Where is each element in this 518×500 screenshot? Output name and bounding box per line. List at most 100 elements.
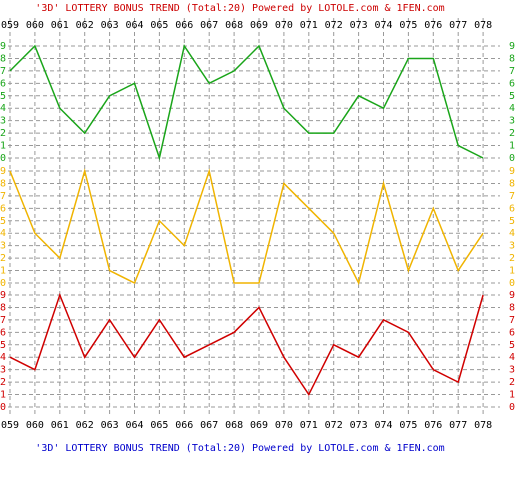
- y-tick-label: 2: [0, 377, 6, 388]
- y-tick-label-right: 3: [509, 116, 515, 127]
- y-tick-label: 0: [0, 402, 6, 413]
- line-series: [9, 292, 484, 397]
- y-tick-label-right: 4: [509, 228, 515, 239]
- y-tick-label-right: 6: [509, 327, 515, 338]
- x-tick-label: 077: [449, 20, 467, 31]
- x-tick-label: 061: [51, 420, 69, 431]
- y-tick-label: 1: [0, 141, 6, 152]
- y-tick-label: 5: [0, 340, 6, 351]
- x-tick-label: 074: [374, 420, 392, 431]
- y-tick-label: 6: [0, 327, 6, 338]
- x-tick-label: 066: [175, 20, 193, 31]
- x-tick-label: 065: [150, 20, 168, 31]
- y-tick-label-right: 2: [509, 128, 515, 139]
- x-tick-label: 069: [250, 420, 268, 431]
- y-tick-label-right: 6: [509, 203, 515, 214]
- x-tick-label: 062: [76, 20, 94, 31]
- y-tick-label: 9: [0, 290, 6, 301]
- y-tick-label: 1: [0, 390, 6, 401]
- y-tick-label-right: 8: [509, 178, 515, 189]
- x-tick-label: 060: [26, 420, 44, 431]
- x-tick-label: 059: [1, 420, 19, 431]
- x-tick-label: 068: [225, 20, 243, 31]
- x-tick-label: 078: [474, 420, 492, 431]
- y-tick-label-right: 1: [509, 390, 515, 401]
- y-tick-label: 6: [0, 78, 6, 89]
- x-tick-label: 071: [300, 420, 318, 431]
- y-tick-label-right: 1: [509, 141, 515, 152]
- y-tick-label: 4: [0, 103, 6, 114]
- x-tick-label: 063: [101, 420, 119, 431]
- x-tick-label: 061: [51, 20, 69, 31]
- y-tick-label: 9: [0, 41, 6, 52]
- x-tick-label: 073: [350, 420, 368, 431]
- x-tick-label: 063: [101, 20, 119, 31]
- y-tick-label-right: 0: [509, 153, 515, 164]
- y-tick-label: 2: [0, 253, 6, 264]
- x-tick-label: 078: [474, 20, 492, 31]
- y-tick-label-right: 4: [509, 352, 515, 363]
- y-tick-label: 3: [0, 365, 6, 376]
- y-tick-label-right: 9: [509, 41, 515, 52]
- x-tick-label: 059: [1, 20, 19, 31]
- x-tick-label: 073: [350, 20, 368, 31]
- x-tick-label: 071: [300, 20, 318, 31]
- y-tick-label-right: 8: [509, 302, 515, 313]
- x-tick-label: 060: [26, 20, 44, 31]
- y-tick-label-right: 3: [509, 241, 515, 252]
- y-tick-label: 2: [0, 128, 6, 139]
- y-tick-label-right: 6: [509, 78, 515, 89]
- y-tick-label: 0: [0, 278, 6, 289]
- x-tick-label: 070: [275, 20, 293, 31]
- x-tick-label: 076: [424, 420, 442, 431]
- x-tick-label: 075: [399, 420, 417, 431]
- y-tick-label: 7: [0, 315, 6, 326]
- y-tick-label: 5: [0, 91, 6, 102]
- y-tick-label: 1: [0, 266, 6, 277]
- y-tick-label-right: 5: [509, 216, 515, 227]
- y-tick-label-right: 4: [509, 103, 515, 114]
- y-tick-label: 7: [0, 66, 6, 77]
- x-tick-label: 072: [325, 20, 343, 31]
- y-tick-label-right: 2: [509, 377, 515, 388]
- y-tick-label-right: 3: [509, 365, 515, 376]
- y-tick-label: 7: [0, 191, 6, 202]
- y-tick-label: 0: [0, 153, 6, 164]
- x-tick-label: 075: [399, 20, 417, 31]
- line-series: [9, 44, 484, 161]
- x-tick-label: 067: [200, 20, 218, 31]
- y-tick-label: 9: [0, 166, 6, 177]
- y-tick-label: 3: [0, 116, 6, 127]
- x-tick-label: 072: [325, 420, 343, 431]
- x-tick-label: 064: [125, 420, 143, 431]
- y-tick-label-right: 9: [509, 166, 515, 177]
- chart-title: '3D' LOTTERY BONUS TREND (Total:20) Powe…: [35, 3, 444, 14]
- y-tick-label-right: 0: [509, 278, 515, 289]
- y-tick-label-right: 2: [509, 253, 515, 264]
- y-tick-label: 3: [0, 241, 6, 252]
- x-tick-label: 076: [424, 20, 442, 31]
- y-tick-label-right: 7: [509, 66, 515, 77]
- y-tick-label: 8: [0, 178, 6, 189]
- y-tick-label-right: 7: [509, 315, 515, 326]
- x-tick-label: 067: [200, 420, 218, 431]
- x-tick-label: 064: [125, 20, 143, 31]
- y-tick-label-right: 9: [509, 290, 515, 301]
- x-tick-label: 070: [275, 420, 293, 431]
- y-tick-label-right: 0: [509, 402, 515, 413]
- y-tick-label-right: 5: [509, 91, 515, 102]
- y-tick-label: 8: [0, 53, 6, 64]
- y-tick-label: 5: [0, 216, 6, 227]
- y-tick-label-right: 1: [509, 266, 515, 277]
- x-tick-label: 069: [250, 20, 268, 31]
- y-tick-label: 6: [0, 203, 6, 214]
- y-tick-label-right: 8: [509, 53, 515, 64]
- y-tick-label-right: 7: [509, 191, 515, 202]
- y-tick-label: 4: [0, 352, 6, 363]
- y-tick-label-right: 5: [509, 340, 515, 351]
- y-tick-label: 4: [0, 228, 6, 239]
- x-tick-label: 066: [175, 420, 193, 431]
- chart-footer-title: '3D' LOTTERY BONUS TREND (Total:20) Powe…: [35, 443, 444, 454]
- line-series: [9, 168, 484, 286]
- x-tick-label: 068: [225, 420, 243, 431]
